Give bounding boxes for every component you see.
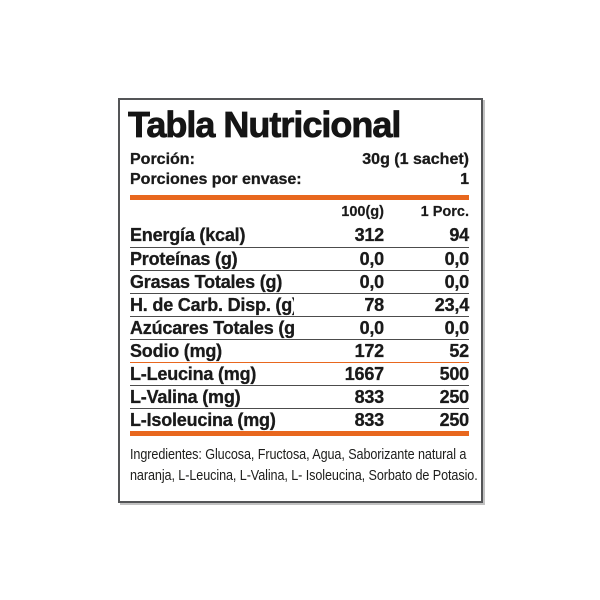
table-row-l-valina: L-Valina (mg) 833 250 <box>130 385 469 408</box>
row-value-per100: 833 <box>354 410 384 430</box>
column-header-per-portion: 1 Porc. <box>420 204 470 220</box>
servings-per-container-value: 1 <box>460 171 469 188</box>
ingredients-line-1: Ingredientes: Glucosa, Fructosa, Agua, S… <box>130 447 467 463</box>
row-value-per100: 312 <box>354 225 384 245</box>
row-value-per100: 833 <box>354 387 384 407</box>
row-value-per100: 1667 <box>344 364 385 384</box>
row-value-per-portion: 0,0 <box>444 318 469 338</box>
row-label: L-Leucina (mg) <box>130 364 257 384</box>
row-label: Energía (kcal) <box>130 225 246 245</box>
ingredients-section: Ingredientes: Glucosa, Fructosa, Agua, S… <box>130 445 478 487</box>
row-label: H. de Carb. Disp. (g) <box>130 295 294 315</box>
servings-per-container-row: Porciones por envase: 1 <box>130 170 469 190</box>
row-value-per-portion: 250 <box>439 387 469 407</box>
row-label: L-Valina (mg) <box>130 387 241 407</box>
orange-divider-bottom <box>130 431 469 436</box>
table-row-grasas-totales: Grasas Totales (g) 0,0 0,0 <box>130 270 469 293</box>
row-label: Azúcares Totales (g) <box>130 318 294 338</box>
row-value-per-portion: 23,4 <box>434 295 470 315</box>
portion-label: Porción: <box>130 151 195 168</box>
ingredients-line-2: naranja, L-Leucina, L-Valina, L- Isoleuc… <box>130 468 478 484</box>
row-label: Sodio (mg) <box>130 341 222 361</box>
table-row-l-isoleucina: L-Isoleucina (mg) 833 250 <box>130 408 469 431</box>
row-label: Proteínas (g) <box>130 249 238 269</box>
table-row-sodio: Sodio (mg) 172 52 <box>130 339 469 362</box>
row-value-per-portion: 0,0 <box>444 272 469 292</box>
portion-value: 30g (1 sachet) <box>362 151 469 168</box>
table-row-proteinas: Proteínas (g) 0,0 0,0 <box>130 247 469 270</box>
row-value-per100: 172 <box>354 341 384 361</box>
row-value-per100: 0,0 <box>359 249 384 269</box>
ingredients-text: Ingredientes: Glucosa, Fructosa, Agua, S… <box>130 445 478 487</box>
row-label: L-Isoleucina (mg) <box>130 410 276 430</box>
table-row-azucares-totales: Azúcares Totales (g) 0,0 0,0 <box>130 316 469 339</box>
page-title: Tabla Nutricional <box>128 104 402 146</box>
portion-row: Porción: 30g (1 sachet) <box>130 150 469 170</box>
row-value-per-portion: 500 <box>439 364 469 384</box>
row-value-per100: 0,0 <box>359 318 384 338</box>
row-value-per-portion: 250 <box>439 410 469 430</box>
row-value-per100: 0,0 <box>359 272 384 292</box>
column-header-per100: 100(g) <box>341 204 384 220</box>
row-value-per-portion: 94 <box>449 225 469 245</box>
table-row-l-leucina: L-Leucina (mg) 1667 500 <box>130 362 469 385</box>
table-row-carbohidratos: H. de Carb. Disp. (g) 78 23,4 <box>130 293 469 316</box>
row-value-per100: 78 <box>364 295 384 315</box>
row-value-per-portion: 52 <box>449 341 469 361</box>
table-header-row: 100(g) 1 Porc. <box>130 200 469 224</box>
row-label: Grasas Totales (g) <box>130 272 283 292</box>
nutrition-panel: Tabla Nutricional Porción: 30g (1 sachet… <box>118 98 483 503</box>
table-row-energia: Energía (kcal) 312 94 <box>130 224 469 247</box>
row-value-per-portion: 0,0 <box>444 249 469 269</box>
servings-per-container-label: Porciones por envase: <box>130 171 302 188</box>
orange-divider-top <box>130 195 469 200</box>
